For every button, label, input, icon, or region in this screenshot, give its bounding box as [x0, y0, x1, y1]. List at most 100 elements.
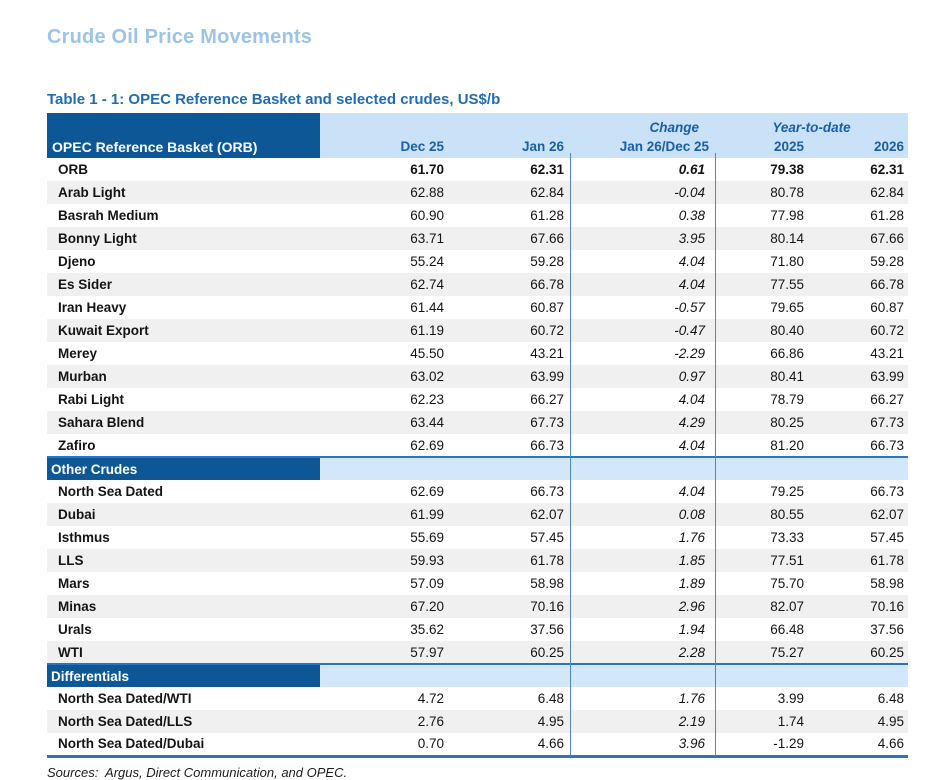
- cell-change: 4.04: [570, 434, 715, 457]
- crude-name: Sahara Blend: [47, 411, 320, 434]
- cell-change: 0.97: [570, 365, 715, 388]
- cell-dec25: 63.71: [320, 227, 450, 250]
- table-row: Mars 57.09 58.98 1.89 75.70 58.98: [47, 572, 909, 595]
- header-spacer: [320, 113, 450, 135]
- cell-jan26: 66.78: [450, 273, 570, 296]
- cell-change: 1.76: [570, 687, 715, 710]
- cell-ytd-2025: 80.14: [715, 227, 810, 250]
- table-row: Dubai 61.99 62.07 0.08 80.55 62.07: [47, 503, 909, 526]
- cell-ytd-2026: 4.95: [810, 710, 909, 733]
- cell-change: 4.04: [570, 250, 715, 273]
- cell-ytd-2025: 71.80: [715, 250, 810, 273]
- cell-ytd-2025: 66.86: [715, 342, 810, 365]
- cell-jan26: 62.84: [450, 181, 570, 204]
- cell-change: 1.89: [570, 572, 715, 595]
- cell-change: -0.47: [570, 319, 715, 342]
- cell-jan26: 67.66: [450, 227, 570, 250]
- cell-ytd-2026: 59.28: [810, 250, 909, 273]
- cell-dec25: 67.20: [320, 595, 450, 618]
- cell-jan26: 57.45: [450, 526, 570, 549]
- price-table: OPEC Reference Basket (ORB) Change Year-…: [47, 113, 909, 758]
- cell-dec25: 0.70: [320, 733, 450, 756]
- cell-jan26: 43.21: [450, 342, 570, 365]
- table-row: LLS 59.93 61.78 1.85 77.51 61.78: [47, 549, 909, 572]
- cell-jan26: 66.73: [450, 480, 570, 503]
- cell-ytd-2025: 80.25: [715, 411, 810, 434]
- cell-ytd-2026: 57.45: [810, 526, 909, 549]
- table-row: Merey 45.50 43.21 -2.29 66.86 43.21: [47, 342, 909, 365]
- column-header-ytd-2025: 2025: [715, 135, 810, 158]
- cell-dec25: 63.44: [320, 411, 450, 434]
- crude-name: North Sea Dated: [47, 480, 320, 503]
- cell-jan26: 67.73: [450, 411, 570, 434]
- cell-ytd-2026: 67.73: [810, 411, 909, 434]
- cell-dec25: 63.02: [320, 365, 450, 388]
- cell-change: 2.96: [570, 595, 715, 618]
- table-row: Urals 35.62 37.56 1.94 66.48 37.56: [47, 618, 909, 641]
- cell-ytd-2026: 37.56: [810, 618, 909, 641]
- crude-name: Murban: [47, 365, 320, 388]
- cell-dec25: 2.76: [320, 710, 450, 733]
- cell-change: 0.38: [570, 204, 715, 227]
- cell-dec25: 62.74: [320, 273, 450, 296]
- cell-ytd-2026: 66.73: [810, 480, 909, 503]
- cell-dec25: 62.69: [320, 434, 450, 457]
- cell-dec25: 57.97: [320, 641, 450, 664]
- cell-jan26: 59.28: [450, 250, 570, 273]
- crude-name: ORB: [47, 158, 320, 181]
- cell-ytd-2025: 80.40: [715, 319, 810, 342]
- crude-name: Zafiro: [47, 434, 320, 457]
- cell-ytd-2025: 3.99: [715, 687, 810, 710]
- crude-name: WTI: [47, 641, 320, 664]
- section-header-row: Differentials: [47, 663, 909, 687]
- cell-dec25: 62.88: [320, 181, 450, 204]
- cell-ytd-2025: 77.55: [715, 273, 810, 296]
- cell-jan26: 6.48: [450, 687, 570, 710]
- crude-name: Arab Light: [47, 181, 320, 204]
- cell-ytd-2025: -1.29: [715, 733, 810, 756]
- crude-name: Djeno: [47, 250, 320, 273]
- crude-name: Iran Heavy: [47, 296, 320, 319]
- cell-ytd-2025: 79.25: [715, 480, 810, 503]
- cell-change: 0.08: [570, 503, 715, 526]
- cell-change: 4.04: [570, 273, 715, 296]
- cell-ytd-2026: 63.99: [810, 365, 909, 388]
- cell-change: -2.29: [570, 342, 715, 365]
- cell-ytd-2026: 67.66: [810, 227, 909, 250]
- cell-ytd-2026: 62.07: [810, 503, 909, 526]
- cell-jan26: 37.56: [450, 618, 570, 641]
- cell-jan26: 61.28: [450, 204, 570, 227]
- cell-ytd-2025: 66.48: [715, 618, 810, 641]
- table-row: WTI 57.97 60.25 2.28 75.27 60.25: [47, 641, 909, 664]
- table-row: Es Sider 62.74 66.78 4.04 77.55 66.78: [47, 273, 909, 296]
- table-header: OPEC Reference Basket (ORB) Change Year-…: [47, 113, 909, 158]
- cell-ytd-2025: 80.55: [715, 503, 810, 526]
- cell-ytd-2026: 70.16: [810, 595, 909, 618]
- cell-change: 3.96: [570, 733, 715, 756]
- cell-ytd-2026: 62.31: [810, 158, 909, 181]
- cell-dec25: 61.19: [320, 319, 450, 342]
- table-row: North Sea Dated 62.69 66.73 4.04 79.25 66.73: [47, 480, 909, 503]
- cell-dec25: 57.09: [320, 572, 450, 595]
- table-row: Zafiro 62.69 66.73 4.04 81.20 66.73: [47, 434, 909, 457]
- crude-name: Merey: [47, 342, 320, 365]
- table-body: ORB 61.70 62.31 0.61 79.38 62.31 Arab Light 62.…: [47, 158, 909, 756]
- crude-name: Mars: [47, 572, 320, 595]
- cell-ytd-2026: 58.98: [810, 572, 909, 595]
- cell-dec25: 61.70: [320, 158, 450, 181]
- cell-change: 0.61: [570, 158, 715, 181]
- cell-jan26: 60.72: [450, 319, 570, 342]
- column-header-ytd-2026: 2026: [810, 135, 909, 158]
- cell-jan26: 66.27: [450, 388, 570, 411]
- cell-ytd-2025: 82.07: [715, 595, 810, 618]
- cell-ytd-2026: 43.21: [810, 342, 909, 365]
- crude-name: Rabi Light: [47, 388, 320, 411]
- cell-ytd-2025: 79.65: [715, 296, 810, 319]
- crude-name: LLS: [47, 549, 320, 572]
- cell-change: 4.04: [570, 480, 715, 503]
- cell-ytd-2026: 6.48: [810, 687, 909, 710]
- table-row: Basrah Medium 60.90 61.28 0.38 77.98 61.28: [47, 204, 909, 227]
- cell-dec25: 45.50: [320, 342, 450, 365]
- cell-dec25: 61.99: [320, 503, 450, 526]
